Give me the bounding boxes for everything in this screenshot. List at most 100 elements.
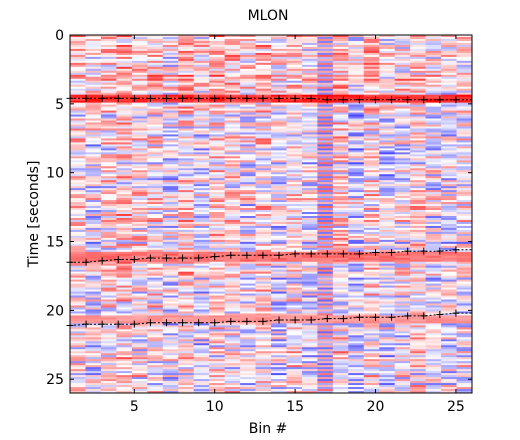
heatmap-cell [456,307,473,310]
heatmap-cell [85,60,102,64]
heatmap-cell [147,271,164,275]
heatmap-cell [363,120,380,123]
heatmap-cell [301,88,318,92]
heatmap-cell [394,176,411,179]
heatmap-cell [348,82,365,86]
heatmap-cell [178,363,195,366]
heatmap-cell [332,168,349,171]
heatmap-cell [209,343,226,346]
heatmap-cell [85,106,102,109]
heatmap-cell [286,150,303,153]
heatmap-cell [271,190,287,193]
heatmap-cell [410,227,427,231]
heatmap-cell [224,319,241,322]
heatmap-cell [363,44,380,48]
heatmap-cell [456,54,473,58]
heatmap-cell [441,275,457,279]
heatmap-cell [178,118,195,121]
heatmap-cell [410,150,427,153]
heatmap-cell [162,36,179,40]
heatmap-cell [301,54,318,58]
heatmap-cell [410,210,427,213]
heatmap-cell [271,243,287,247]
heatmap-cell [317,267,334,271]
heatmap-cell [271,239,287,243]
heatmap-cell [394,66,411,70]
heatmap-cell [255,295,272,298]
heatmap-cell [332,251,349,255]
heatmap-cell [255,377,272,380]
heatmap-cell [410,214,427,217]
heatmap-cell [456,68,473,72]
heatmap-cell [116,375,133,378]
heatmap-cell [317,339,334,342]
heatmap-cell [441,96,457,100]
heatmap-cell [363,80,380,84]
heatmap-cell [363,138,380,141]
heatmap-cell [131,42,148,46]
heatmap-cell [209,233,226,237]
heatmap-cell [255,42,272,46]
heatmap-cell [224,108,241,111]
heatmap-cell [456,387,473,390]
heatmap-cell [317,253,334,257]
heatmap-cell [394,357,411,360]
heatmap-cell [100,215,117,219]
heatmap-cell [116,100,133,104]
heatmap-cell [286,379,303,382]
heatmap-cell [70,136,86,139]
marker-plus [146,94,154,102]
heatmap-cell [379,44,396,48]
heatmap-cell [425,383,442,386]
heatmap-cell [116,132,133,135]
heatmap-cell [348,72,365,76]
heatmap-cell [100,52,117,56]
heatmap-cell [441,154,457,157]
heatmap-cell [162,325,179,328]
heatmap-cell [85,36,102,40]
heatmap-cell [224,42,241,46]
heatmap-cell [255,160,272,163]
heatmap-cell [240,347,256,350]
heatmap-cell [240,214,256,217]
heatmap-cell [193,333,210,336]
heatmap-cell [255,293,272,296]
heatmap-cell [441,134,457,137]
heatmap-cell [379,269,396,273]
heatmap-cell [271,156,287,159]
heatmap-cell [425,347,442,350]
heatmap-cell [379,283,396,286]
heatmap-cell [147,128,164,131]
heatmap-cell [425,371,442,374]
heatmap-cell [70,231,86,235]
heatmap-cell [224,154,241,157]
heatmap-cell [116,184,133,187]
heatmap-cell [131,331,148,334]
heatmap-cell [394,158,411,161]
heatmap-cell [147,313,164,316]
heatmap-cell [332,40,349,44]
heatmap-cell [332,245,349,249]
heatmap-cell [162,126,179,129]
heatmap-cell [317,42,334,46]
heatmap-cell [394,204,411,207]
heatmap-cell [441,58,457,62]
heatmap-cell [410,365,427,368]
heatmap-cell [209,291,226,294]
heatmap-cell [240,307,256,310]
heatmap-cell [332,391,349,394]
heatmap-cell [271,369,287,372]
heatmap-cell [240,277,256,281]
heatmap-cell [301,259,318,263]
heatmap-cell [193,311,210,314]
heatmap-cell [224,345,241,348]
heatmap-cell [178,317,195,320]
heatmap-cell [240,371,256,374]
heatmap-cell [193,120,210,123]
heatmap-cell [116,329,133,332]
heatmap-cell [379,329,396,332]
heatmap-cell [456,381,473,384]
heatmap-cell [178,208,195,211]
heatmap-cell [116,349,133,352]
heatmap-cell [100,297,117,300]
